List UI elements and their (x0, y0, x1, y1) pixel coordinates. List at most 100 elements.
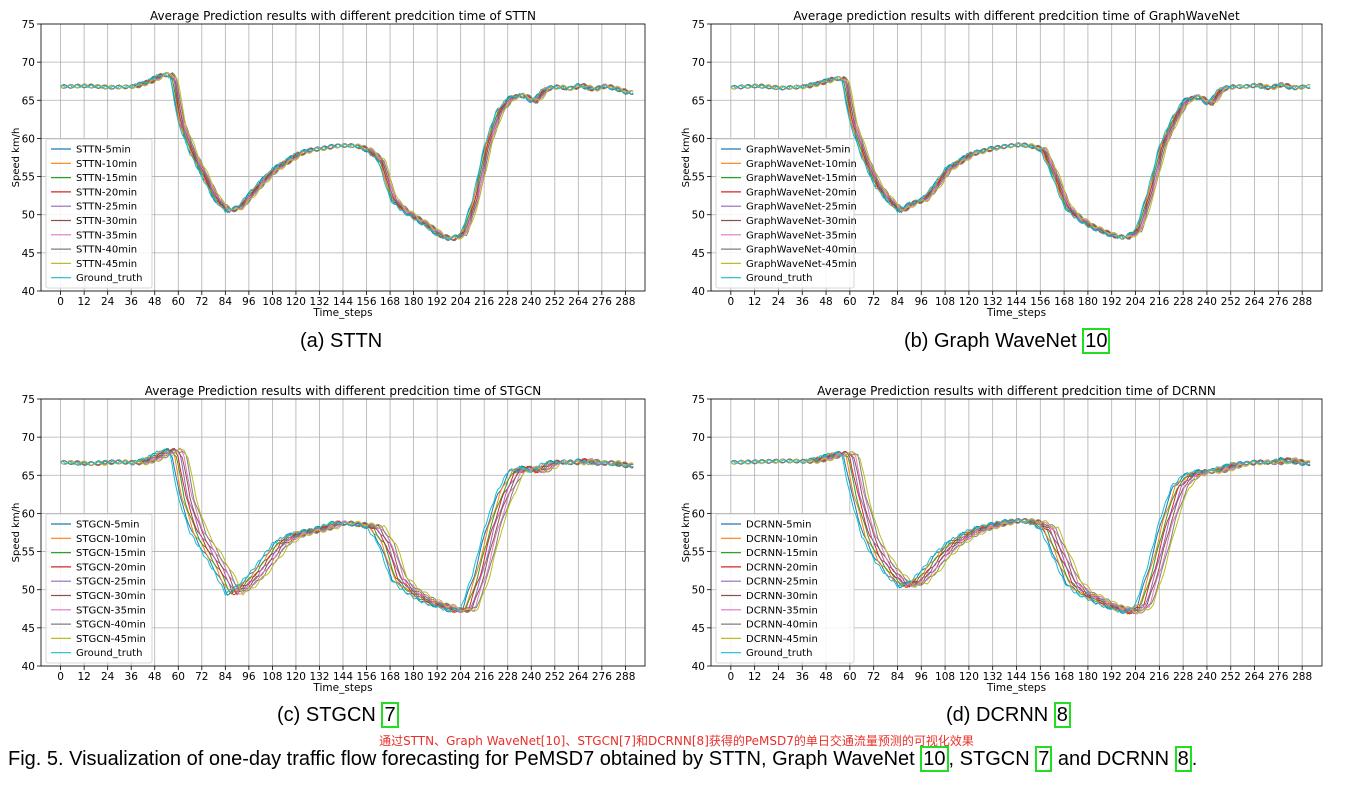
legend-label: STGCN-15min (76, 548, 146, 559)
x-tick-label: 48 (819, 296, 832, 308)
x-tick-label: 276 (1268, 671, 1288, 683)
figure-caption-ref-8[interactable]: 8 (1174, 746, 1192, 772)
x-tick-label: 48 (819, 671, 832, 683)
legend-label: STGCN-30min (76, 591, 146, 602)
x-tick-label: 60 (172, 296, 185, 308)
y-tick-label: 75 (22, 394, 35, 406)
legend-label: DCRNN-10min (746, 534, 818, 545)
x-tick-label: 36 (796, 296, 810, 308)
y-tick-label: 55 (22, 172, 35, 184)
figure-caption-ref-7[interactable]: 7 (1035, 746, 1053, 772)
y-tick-label: 45 (692, 248, 705, 260)
x-tick-label: 72 (867, 296, 880, 308)
x-tick-label: 72 (195, 296, 208, 308)
x-tick-label: 144 (1006, 671, 1026, 683)
legend-label: STTN-30min (76, 216, 137, 227)
x-tick-label: 144 (333, 296, 353, 308)
chart-title: Average Prediction results with differen… (150, 9, 536, 23)
x-tick-label: 168 (380, 671, 400, 683)
x-tick-label: 264 (1245, 296, 1265, 308)
x-tick-label: 48 (148, 296, 161, 308)
legend-label: STGCN-10min (76, 534, 146, 545)
legend-label: GraphWaveNet-20min (746, 187, 857, 198)
x-tick-label: 108 (935, 296, 955, 308)
x-tick-label: 60 (172, 671, 185, 683)
legend-label: DCRNN-45min (746, 634, 818, 645)
figure-caption-ref-10[interactable]: 10 (920, 746, 949, 772)
series-line-9 (730, 451, 1311, 614)
caption-d: (d) DCRNN 8 (946, 702, 1071, 728)
y-tick-label: 50 (22, 210, 35, 222)
y-tick-label: 75 (692, 19, 705, 31)
caption-d-label: (d) DCRNN (946, 704, 1054, 726)
legend-label: GraphWaveNet-5min (746, 145, 851, 156)
x-tick-label: 108 (935, 671, 955, 683)
x-tick-label: 228 (1173, 671, 1193, 683)
x-tick-label: 84 (219, 671, 233, 683)
x-tick-label: 192 (427, 296, 447, 308)
y-tick-label: 50 (22, 585, 35, 597)
y-axis-label: Speed km/h (681, 128, 692, 188)
x-tick-label: 0 (57, 671, 64, 683)
x-tick-label: 240 (1197, 296, 1217, 308)
plot-frame (40, 398, 646, 667)
y-tick-label: 55 (692, 547, 705, 559)
legend-label: GraphWaveNet-30min (746, 216, 857, 227)
x-tick-label: 168 (1054, 671, 1074, 683)
chart-stgcn-svg: Average Prediction results with differen… (11, 384, 646, 694)
caption-d-ref[interactable]: 8 (1053, 702, 1071, 728)
y-tick-label: 65 (22, 470, 35, 482)
legend-label: GraphWaveNet-40min (746, 245, 857, 256)
chart-stgcn: Average Prediction results with differen… (0, 375, 676, 705)
x-tick-label: 192 (427, 671, 447, 683)
y-tick-label: 50 (692, 585, 705, 597)
x-tick-label: 84 (219, 296, 233, 308)
y-tick-label: 40 (22, 286, 35, 298)
legend-label: DCRNN-35min (746, 605, 818, 616)
legend-label: STTN-40min (76, 245, 137, 256)
x-tick-label: 276 (592, 671, 612, 683)
y-tick-label: 65 (692, 95, 705, 107)
caption-b-label: (b) Graph WaveNet (904, 330, 1083, 352)
x-tick-label: 252 (1221, 671, 1241, 683)
legend-label: STGCN-5min (76, 520, 140, 531)
x-tick-label: 12 (77, 296, 90, 308)
x-tick-label: 24 (101, 671, 115, 683)
x-tick-label: 216 (1149, 671, 1169, 683)
legend-label: STTN-10min (76, 159, 137, 170)
x-tick-label: 252 (1221, 296, 1241, 308)
y-tick-label: 45 (692, 623, 705, 635)
legend-label: GraphWaveNet-15min (746, 173, 857, 184)
series-line-9 (730, 76, 1311, 240)
x-tick-label: 180 (1078, 671, 1098, 683)
x-tick-label: 288 (615, 671, 635, 683)
figure-caption-text-3: and DCRNN (1052, 748, 1175, 770)
x-tick-label: 288 (1292, 296, 1312, 308)
caption-c-ref[interactable]: 7 (381, 702, 399, 728)
chart-sttn-svg: Average Prediction results with differen… (11, 9, 646, 319)
x-tick-label: 120 (959, 671, 979, 683)
x-tick-label: 180 (1078, 296, 1098, 308)
y-tick-label: 60 (692, 133, 705, 145)
caption-b-ref[interactable]: 10 (1082, 328, 1111, 354)
x-tick-label: 216 (1149, 296, 1169, 308)
x-tick-label: 276 (592, 296, 612, 308)
x-tick-label: 216 (474, 671, 494, 683)
y-tick-label: 60 (692, 508, 705, 520)
x-tick-label: 120 (286, 671, 306, 683)
x-tick-label: 168 (1054, 296, 1074, 308)
legend-label: Ground_truth (746, 648, 812, 659)
series-line-9 (60, 448, 634, 613)
x-tick-label: 180 (404, 296, 424, 308)
legend-label: STTN-15min (76, 173, 137, 184)
legend-label: DCRNN-40min (746, 620, 818, 631)
x-tick-label: 72 (867, 671, 880, 683)
x-tick-label: 132 (309, 671, 329, 683)
x-tick-label: 228 (498, 296, 518, 308)
x-tick-label: 240 (521, 296, 541, 308)
x-tick-label: 36 (125, 296, 139, 308)
legend-label: GraphWaveNet-25min (746, 202, 857, 213)
series-line-8 (730, 76, 1311, 239)
y-axis-label: Speed km/h (11, 503, 22, 563)
x-tick-label: 156 (1030, 671, 1050, 683)
